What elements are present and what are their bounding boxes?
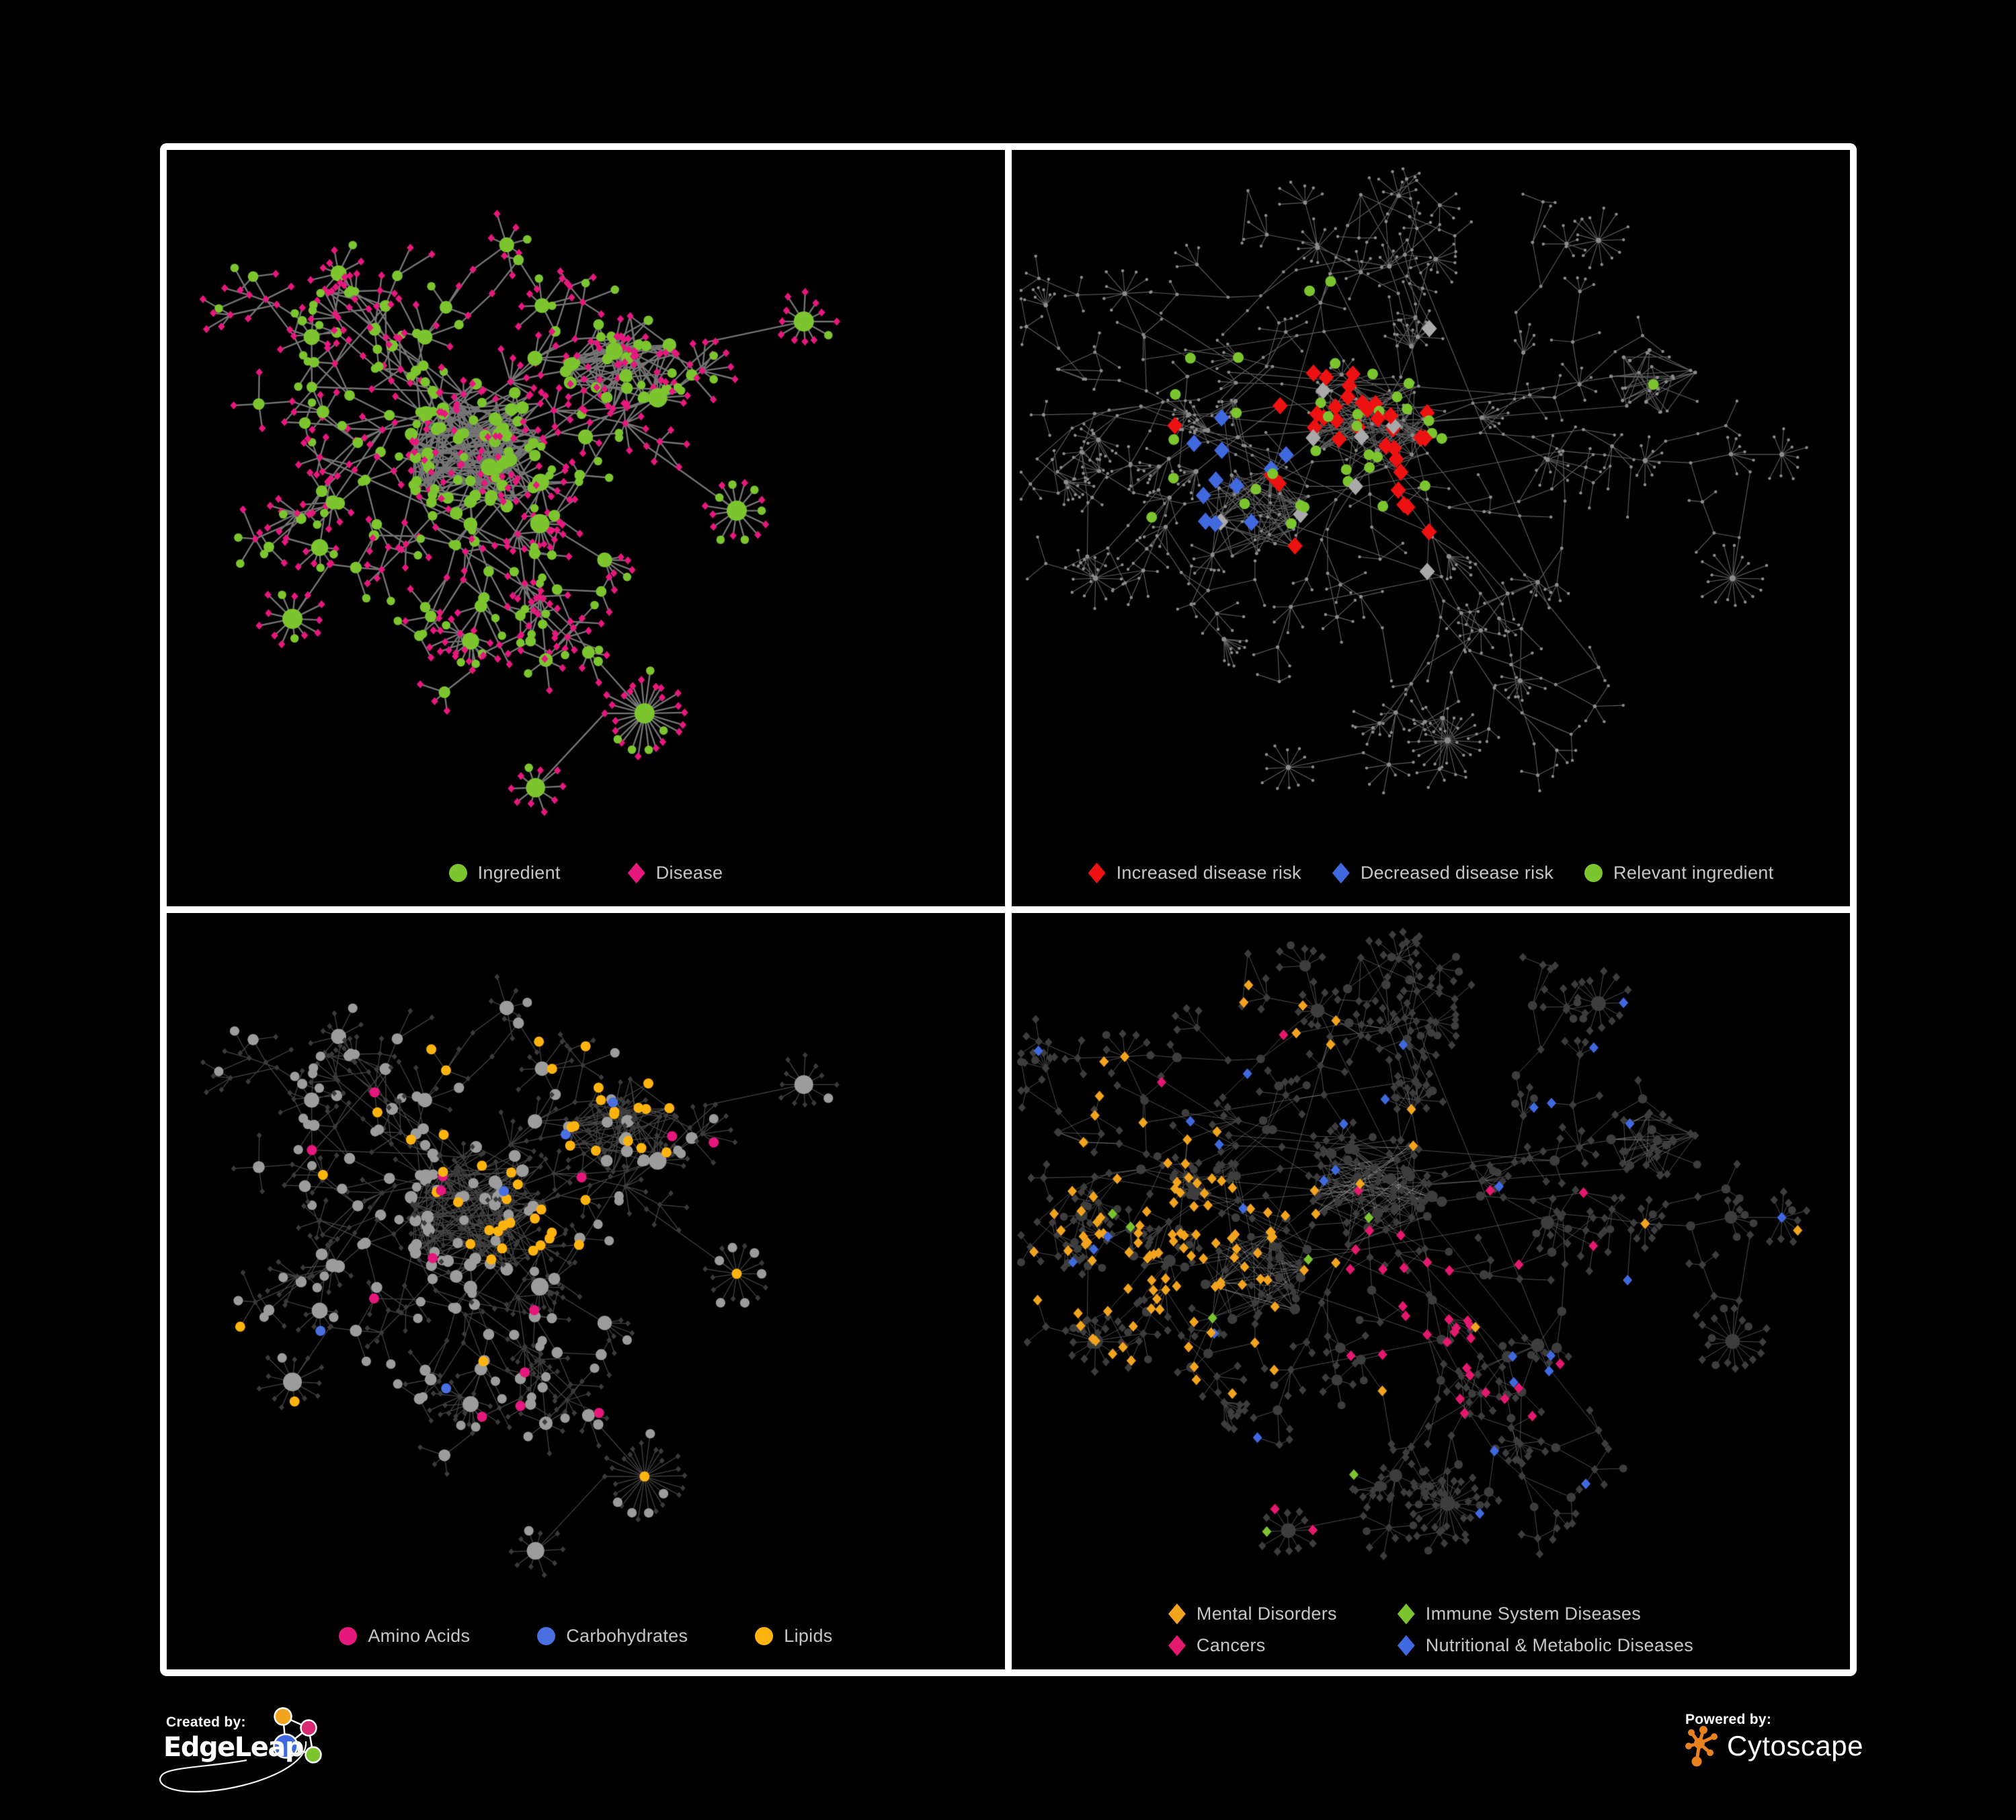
legend-item: Mental Disorders [1168, 1604, 1337, 1624]
network-canvas-disease-categories [1012, 913, 1850, 1669]
legend-item: Lipids [755, 1626, 832, 1647]
relevant-ingredient-swatch-icon [1584, 864, 1603, 882]
legend-item: Relevant ingredient [1584, 863, 1773, 883]
panel-nutrient-classes: Amino Acids Carbohydrates Lipids [167, 913, 1005, 1669]
legend-label: Amino Acids [368, 1626, 471, 1646]
legend-nutrient-classes: Amino Acids Carbohydrates Lipids [167, 1626, 1005, 1647]
network-canvas-ingredient-disease [167, 150, 1005, 906]
cytoscape-wordmark: Cytoscape [1727, 1730, 1863, 1762]
legend-ingredient-disease: Ingredient Disease [167, 863, 1005, 883]
legend-label: Decreased disease risk [1360, 863, 1554, 883]
legend-item: Carbohydrates [537, 1626, 688, 1647]
cytoscape-logo-icon [1685, 1726, 1718, 1767]
legend-label: Cancers [1196, 1635, 1266, 1655]
created-by-caption: Created by: [166, 1714, 246, 1730]
legend-label: Mental Disorders [1196, 1604, 1337, 1624]
legend-label: Relevant ingredient [1613, 863, 1774, 883]
network-canvas-disease-risk [1012, 150, 1850, 906]
legend-label: Lipids [784, 1626, 833, 1646]
panel-disease-categories: Mental Disorders Immune System Diseases … [1012, 913, 1850, 1669]
legend-item: Nutritional & Metabolic Diseases [1397, 1635, 1694, 1656]
disease-swatch-icon [627, 863, 645, 883]
legend-item: Cancers [1168, 1635, 1266, 1656]
decreased-risk-swatch-icon [1332, 863, 1350, 883]
legend-item: Increased disease risk [1088, 863, 1301, 883]
cancers-swatch-icon [1168, 1635, 1186, 1656]
edgeleap-wordmark: EdgeLeap [163, 1732, 304, 1763]
immune-system-diseases-swatch-icon [1397, 1604, 1415, 1624]
panels-frame: Ingredient Disease Increased disease ris… [160, 143, 1857, 1676]
edgeleap-credit: Created by: EdgeLeap [159, 1707, 352, 1809]
nutritional-metabolic-swatch-icon [1397, 1635, 1415, 1656]
legend-disease-risk: Increased disease risk Decreased disease… [1012, 863, 1850, 883]
legend-disease-categories: Mental Disorders Immune System Diseases … [1012, 1604, 1850, 1656]
amino-acids-swatch-icon [339, 1627, 358, 1645]
ingredient-swatch-icon [448, 864, 467, 882]
legend-item: Immune System Diseases [1397, 1604, 1641, 1624]
lipids-swatch-icon [755, 1627, 774, 1645]
legend-label: Disease [655, 863, 723, 883]
panel-ingredient-disease: Ingredient Disease [167, 150, 1005, 906]
legend-item: Disease [627, 863, 723, 883]
legend-label: Immune System Diseases [1425, 1604, 1641, 1624]
mental-disorders-swatch-icon [1168, 1604, 1186, 1624]
legend-label: Carbohydrates [566, 1626, 688, 1646]
powered-by-caption: Powered by: [1685, 1712, 1772, 1727]
legend-item: Amino Acids [339, 1626, 470, 1647]
legend-item: Ingredient [448, 863, 561, 883]
increased-risk-swatch-icon [1088, 863, 1106, 883]
legend-item: Decreased disease risk [1332, 863, 1554, 883]
legend-label: Ingredient [477, 863, 561, 883]
network-canvas-nutrient-classes [167, 913, 1005, 1669]
carbohydrates-swatch-icon [537, 1627, 556, 1645]
legend-label: Nutritional & Metabolic Diseases [1425, 1635, 1694, 1655]
edgeleap-logo-icon [273, 1707, 322, 1764]
legend-label: Increased disease risk [1116, 863, 1301, 883]
panel-disease-risk: Increased disease risk Decreased disease… [1012, 150, 1850, 906]
cytoscape-credit: Powered by: Cytoscape [1684, 1708, 1899, 1802]
